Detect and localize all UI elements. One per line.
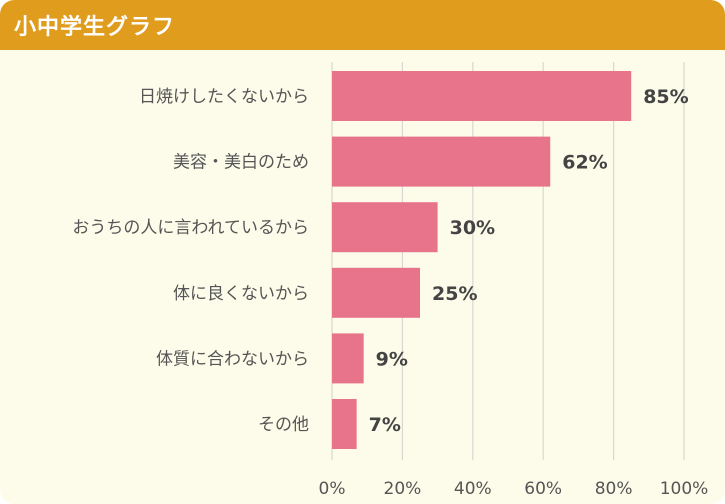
- category-label: 日焼けしたくないから: [139, 87, 309, 107]
- x-tick-label: 40%: [454, 479, 492, 499]
- value-label: 9%: [376, 348, 408, 370]
- category-label: 美容・美白のため: [173, 153, 309, 173]
- labels: 0% 20% 40% 60% 80% 100% 日焼けしたくないから 85% 美容・美白のため 6…: [72, 86, 708, 499]
- x-tick-label: 80%: [595, 479, 633, 499]
- bar: [332, 202, 438, 253]
- x-tick-label: 0%: [319, 479, 346, 499]
- x-tick-label: 100%: [660, 479, 709, 499]
- bar: [332, 399, 357, 449]
- value-label: 25%: [432, 283, 477, 305]
- category-label: 体に良くないから: [173, 284, 309, 304]
- category-label: 体質に合わないから: [156, 349, 309, 369]
- bar: [332, 71, 632, 121]
- x-tick-label: 20%: [384, 479, 422, 499]
- value-label: 85%: [643, 86, 688, 108]
- value-label: 7%: [369, 414, 401, 436]
- value-label: 30%: [450, 217, 495, 239]
- grid-lines: [331, 62, 685, 460]
- bar: [332, 267, 420, 318]
- category-label: その他: [258, 415, 309, 435]
- value-label: 62%: [562, 152, 607, 174]
- bar: [332, 136, 551, 187]
- chart-title: 小中学生グラフ: [14, 15, 176, 40]
- category-label: おうちの人に言われているから: [72, 218, 309, 238]
- x-tick-label: 60%: [524, 479, 562, 499]
- bar: [332, 333, 364, 384]
- title-bar: 小中学生グラフ: [0, 0, 725, 50]
- bars: [332, 71, 632, 449]
